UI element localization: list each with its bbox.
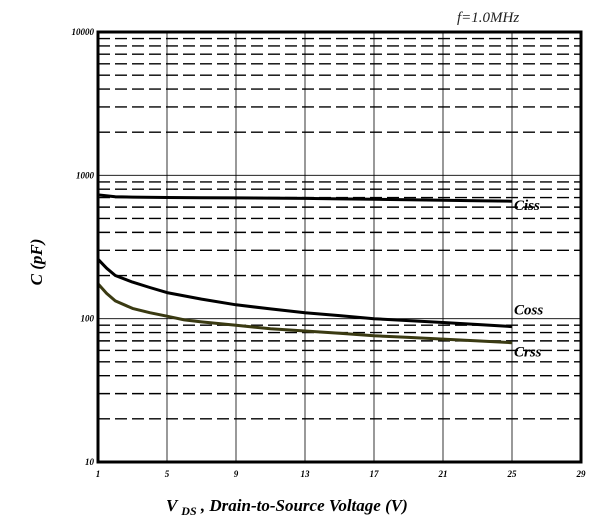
series-label-coss: Coss: [514, 303, 543, 319]
x-axis-label: V DS , Drain-to-Source Voltage (V): [166, 496, 408, 519]
series-label-crss: Crss: [514, 345, 542, 361]
y-tick-label: 100: [81, 314, 95, 324]
x-tick-label: 9: [234, 469, 239, 479]
x-tick-label: 21: [438, 469, 448, 479]
y-tick-label: 10: [85, 457, 95, 467]
y-tick-labels: 10 100 1000 10000: [72, 27, 95, 467]
y-tick-label: 10000: [72, 27, 95, 37]
series-line-crss: [96, 282, 513, 345]
frequency-annotation: f=1.0MHz: [457, 10, 519, 26]
x-axis-label-subscript: DS: [180, 504, 197, 518]
x-axis-label-rest: , Drain-to-Source Voltage (V): [200, 496, 408, 515]
series-line-coss: [96, 258, 513, 329]
grid-lines: [98, 32, 581, 462]
x-tick-label: 1: [96, 469, 101, 479]
plot-frame: [96, 30, 583, 464]
x-tick-label: 13: [301, 469, 311, 479]
x-tick-label: 5: [165, 469, 170, 479]
series-labels: Ciss Coss Crss: [514, 198, 543, 360]
series-line-ciss: [97, 193, 513, 203]
series-lines: [96, 193, 513, 345]
x-tick-label: 25: [507, 469, 518, 479]
x-tick-label: 17: [370, 469, 380, 479]
x-tick-label: 29: [576, 469, 587, 479]
y-tick-label: 1000: [76, 170, 95, 180]
y-axis-label: C (pF): [27, 239, 46, 286]
x-axis-label-main: V: [166, 496, 179, 515]
x-tick-labels: 1 5 9 13 17 21 25 29: [96, 469, 586, 479]
series-label-ciss: Ciss: [514, 198, 540, 214]
